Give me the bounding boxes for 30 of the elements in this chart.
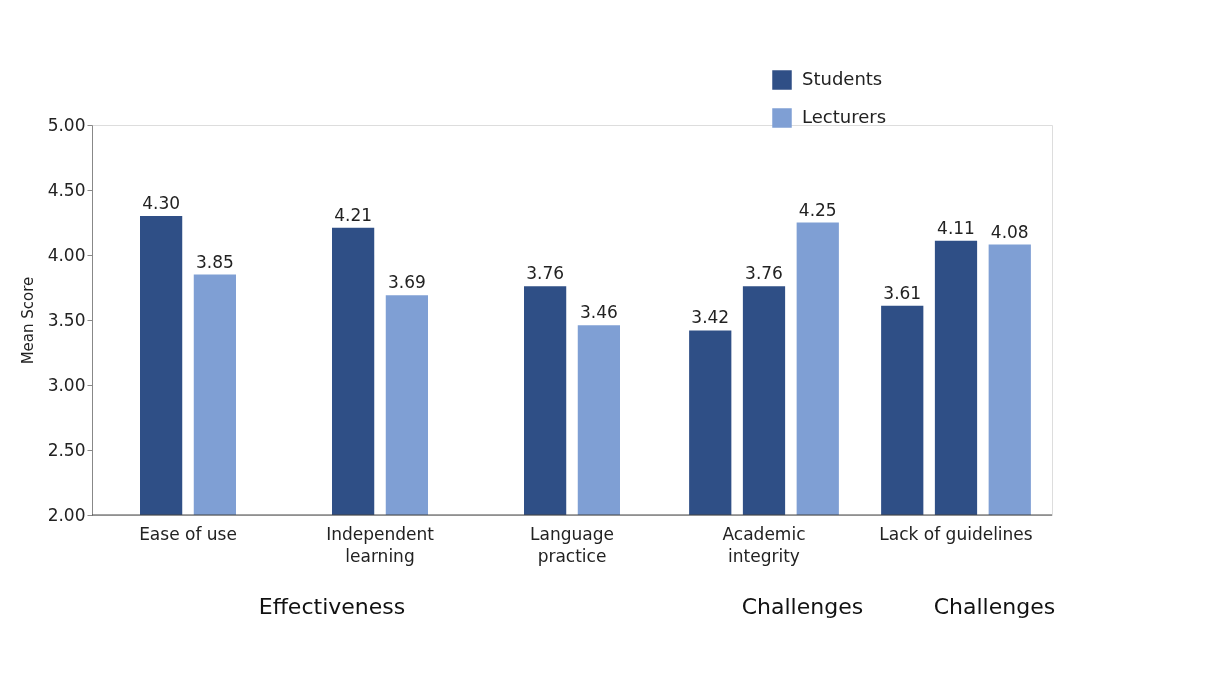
text: 4.21 [334, 204, 373, 225]
x-tick-label: Language practice [530, 524, 614, 566]
y-tick-label: 4.00 [47, 244, 86, 265]
y-tick-label: 2.00 [47, 504, 86, 525]
y-tick-label: 3.50 [47, 309, 86, 330]
text: 4.30 [142, 193, 181, 213]
text: 3.61 [883, 282, 922, 303]
x-tick-label: Lack of guidelines [879, 524, 1033, 544]
y-axis-title: Mean Score [18, 276, 37, 365]
text: 3.85 [195, 251, 234, 272]
text: 4.25 [798, 199, 837, 220]
text: Challenges [741, 594, 864, 619]
text: Challenges [933, 594, 1056, 619]
text: 3.76 [745, 263, 783, 284]
text: 4.11 [937, 217, 975, 238]
y-tick-label: 2.50 [47, 439, 86, 460]
y-tick-label: 5.00 [47, 114, 86, 135]
x-tick-label: Ease of use [139, 524, 237, 544]
y-tick-label: 3.00 [47, 374, 86, 395]
y-tick-label: 4.50 [47, 179, 86, 200]
text: 3.46 [579, 302, 618, 323]
text: Effectiveness [258, 594, 406, 619]
legend-label: Students [802, 68, 883, 89]
legend-label: Lecturers [802, 106, 887, 127]
text: 3.76 [526, 263, 565, 284]
x-tick-label: Independent learning [326, 524, 435, 566]
text: 3.42 [691, 307, 730, 328]
text: 4.08 [990, 221, 1029, 242]
x-tick-label: Academic integrity [722, 524, 806, 566]
text: 3.69 [387, 272, 426, 293]
